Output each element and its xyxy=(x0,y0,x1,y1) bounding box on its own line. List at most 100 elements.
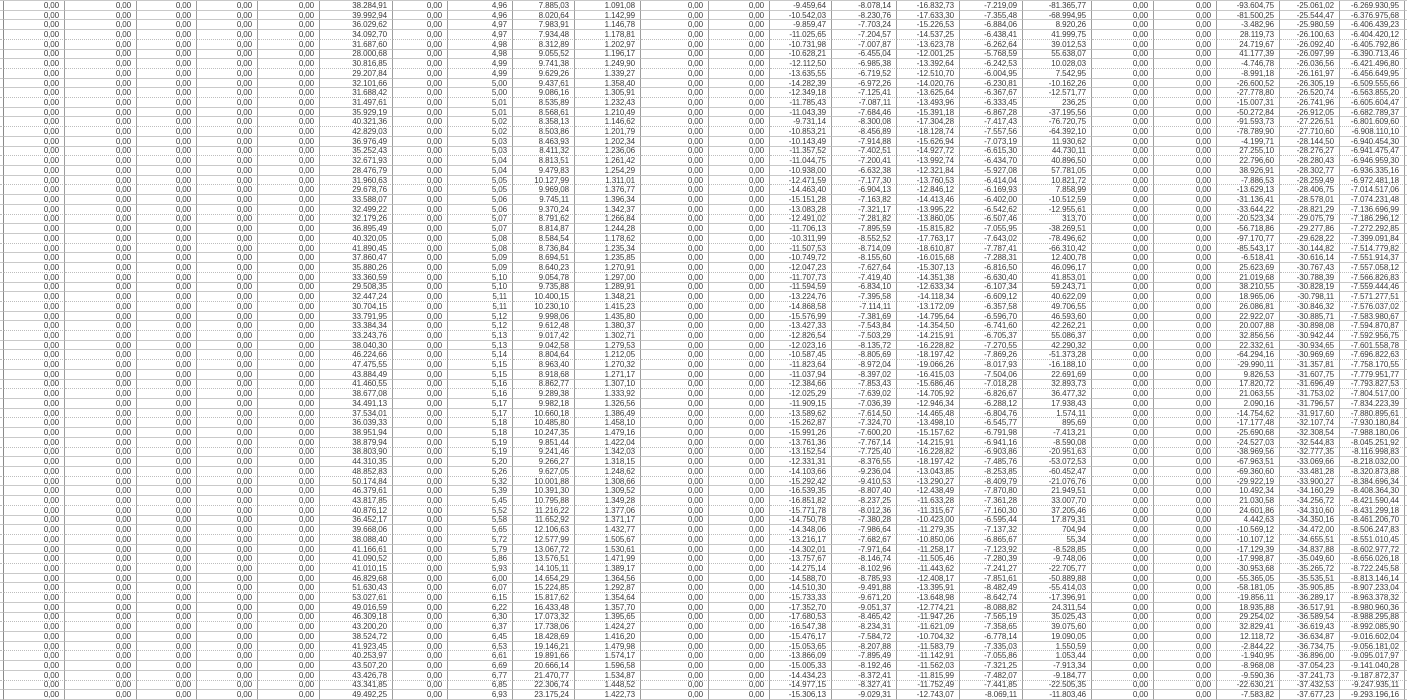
grid-cell[interactable]: 46.309,18 xyxy=(320,612,393,623)
grid-cell[interactable]: -6.630,40 xyxy=(960,272,1023,283)
grid-cell[interactable]: -28.302,77 xyxy=(1280,166,1340,176)
grid-cell[interactable]: 0,00 xyxy=(197,690,258,700)
grid-cell[interactable]: 8.813,51 xyxy=(513,156,575,167)
grid-cell[interactable]: 0,00 xyxy=(1092,505,1154,516)
grid-cell[interactable]: 10.247,35 xyxy=(513,428,575,438)
grid-cell[interactable]: -7.399.091,84 xyxy=(1340,233,1405,244)
grid-cell[interactable]: 0,00 xyxy=(641,408,709,419)
grid-cell[interactable]: 0,00 xyxy=(4,476,65,487)
grid-cell[interactable]: 0,00 xyxy=(197,641,258,652)
grid-cell[interactable]: 0,00 xyxy=(4,670,65,681)
grid-cell[interactable]: 0,00 xyxy=(4,632,65,642)
grid-cell[interactable]: 8.358,13 xyxy=(513,117,575,128)
grid-cell[interactable]: 1.550,59 xyxy=(1023,641,1092,652)
grid-cell[interactable]: -30.942,44 xyxy=(1280,331,1340,341)
grid-cell[interactable]: 0,00 xyxy=(641,301,709,312)
grid-cell[interactable]: -8.320.873,88 xyxy=(1340,466,1405,477)
grid-cell[interactable]: 0,00 xyxy=(1154,457,1217,467)
grid-cell[interactable]: 0,00 xyxy=(709,195,770,205)
grid-cell[interactable]: 0,00 xyxy=(4,602,65,613)
grid-cell[interactable]: 1.448,52 xyxy=(575,680,641,691)
grid-cell[interactable]: -6.518,41 xyxy=(1217,253,1280,264)
grid-cell[interactable]: 0,00 xyxy=(65,331,137,341)
grid-cell[interactable]: 55.638,07 xyxy=(1023,49,1092,60)
grid-cell[interactable]: 0,00 xyxy=(258,20,320,31)
grid-cell[interactable]: 33.791,95 xyxy=(320,311,393,322)
grid-cell[interactable]: 0,00 xyxy=(1092,195,1154,205)
grid-cell[interactable]: 1.292,87 xyxy=(575,583,641,594)
grid-cell[interactable]: -11.357,52 xyxy=(770,146,832,157)
grid-cell[interactable]: -6.414,04 xyxy=(960,175,1023,186)
grid-cell[interactable]: 0,00 xyxy=(1092,447,1154,458)
grid-cell[interactable]: 0,00 xyxy=(1154,496,1217,506)
grid-cell[interactable]: 5,00 xyxy=(448,88,513,99)
grid-cell[interactable]: 5,13 xyxy=(448,331,513,341)
grid-cell[interactable]: 1.271,17 xyxy=(575,369,641,380)
grid-cell[interactable]: -7.565,19 xyxy=(960,612,1023,623)
grid-cell[interactable]: 0,00 xyxy=(4,272,65,283)
grid-cell[interactable]: 0,00 xyxy=(137,311,197,322)
grid-cell[interactable]: 0,00 xyxy=(4,408,65,419)
grid-cell[interactable]: 1.202,34 xyxy=(575,136,641,147)
grid-cell[interactable]: -8.207,88 xyxy=(832,641,897,652)
grid-cell[interactable]: 0,00 xyxy=(137,243,197,254)
grid-cell[interactable]: -11.823,64 xyxy=(770,360,832,370)
grid-cell[interactable]: 0,00 xyxy=(1154,136,1217,147)
grid-cell[interactable]: -7.125,41 xyxy=(832,88,897,99)
grid-cell[interactable]: -26.100,63 xyxy=(1280,30,1340,40)
grid-cell[interactable]: 0,00 xyxy=(65,544,137,555)
grid-cell[interactable]: -8.253,85 xyxy=(960,466,1023,477)
grid-cell[interactable]: -8.465,42 xyxy=(832,612,897,623)
grid-cell[interactable]: 0,00 xyxy=(258,30,320,40)
grid-cell[interactable]: -8.714,09 xyxy=(832,243,897,254)
grid-cell[interactable]: 0,00 xyxy=(4,292,65,302)
grid-cell[interactable]: -7.758.170,55 xyxy=(1340,360,1405,370)
grid-cell[interactable]: -58.181,05 xyxy=(1217,583,1280,594)
grid-cell[interactable]: 0,00 xyxy=(65,68,137,79)
grid-cell[interactable]: -30.828,19 xyxy=(1280,282,1340,293)
grid-cell[interactable]: 0,00 xyxy=(641,612,709,623)
grid-cell[interactable]: 5,13 xyxy=(448,340,513,351)
grid-cell[interactable]: 0,00 xyxy=(65,272,137,283)
grid-cell[interactable]: -8.552,52 xyxy=(832,233,897,244)
grid-cell[interactable]: 0,00 xyxy=(1092,573,1154,584)
grid-cell[interactable]: 0,00 xyxy=(709,670,770,681)
grid-cell[interactable]: 0,00 xyxy=(641,88,709,99)
grid-cell[interactable]: 0,00 xyxy=(258,185,320,196)
grid-cell[interactable]: 0,00 xyxy=(258,593,320,603)
grid-cell[interactable]: 24.719,67 xyxy=(1217,39,1280,50)
grid-cell[interactable]: 0,00 xyxy=(258,311,320,322)
grid-cell[interactable]: -13.995,22 xyxy=(897,204,960,215)
grid-cell[interactable]: -37.241,73 xyxy=(1280,670,1340,681)
grid-cell[interactable]: 0,00 xyxy=(393,641,448,652)
grid-cell[interactable]: 1.309,52 xyxy=(575,486,641,497)
grid-cell[interactable]: 0,00 xyxy=(1154,292,1217,302)
grid-cell[interactable]: -8.146,74 xyxy=(832,554,897,565)
grid-cell[interactable]: 0,00 xyxy=(65,583,137,594)
grid-cell[interactable]: 0,00 xyxy=(137,573,197,584)
grid-cell[interactable]: 0,00 xyxy=(65,418,137,429)
grid-cell[interactable]: 0,00 xyxy=(137,515,197,526)
grid-cell[interactable]: 28.000,68 xyxy=(320,49,393,60)
grid-cell[interactable]: 0,00 xyxy=(709,389,770,400)
grid-cell[interactable]: 0,00 xyxy=(393,602,448,613)
grid-cell[interactable]: -22.630,21 xyxy=(1217,680,1280,691)
grid-cell[interactable]: 28.119,73 xyxy=(1217,30,1280,40)
grid-cell[interactable]: 5,04 xyxy=(448,156,513,167)
grid-cell[interactable]: 8.568,61 xyxy=(513,107,575,118)
grid-cell[interactable]: 0,00 xyxy=(137,593,197,603)
grid-cell[interactable]: -21.076,76 xyxy=(1023,476,1092,487)
grid-cell[interactable]: 0,00 xyxy=(393,1,448,11)
grid-cell[interactable]: 0,00 xyxy=(709,544,770,555)
grid-cell[interactable]: 21.470,77 xyxy=(513,670,575,681)
grid-cell[interactable]: 0,00 xyxy=(393,418,448,429)
grid-cell[interactable]: 0,00 xyxy=(1154,166,1217,176)
grid-cell[interactable]: 0,00 xyxy=(709,68,770,79)
grid-cell[interactable]: -7.014.517,06 xyxy=(1340,185,1405,196)
grid-cell[interactable]: 0,00 xyxy=(1154,88,1217,99)
grid-cell[interactable]: 5,08 xyxy=(448,243,513,254)
grid-cell[interactable]: 0,00 xyxy=(65,593,137,603)
grid-cell[interactable]: 0,00 xyxy=(197,360,258,370)
grid-cell[interactable]: 0,00 xyxy=(197,243,258,254)
grid-cell[interactable]: 10.230,10 xyxy=(513,301,575,312)
